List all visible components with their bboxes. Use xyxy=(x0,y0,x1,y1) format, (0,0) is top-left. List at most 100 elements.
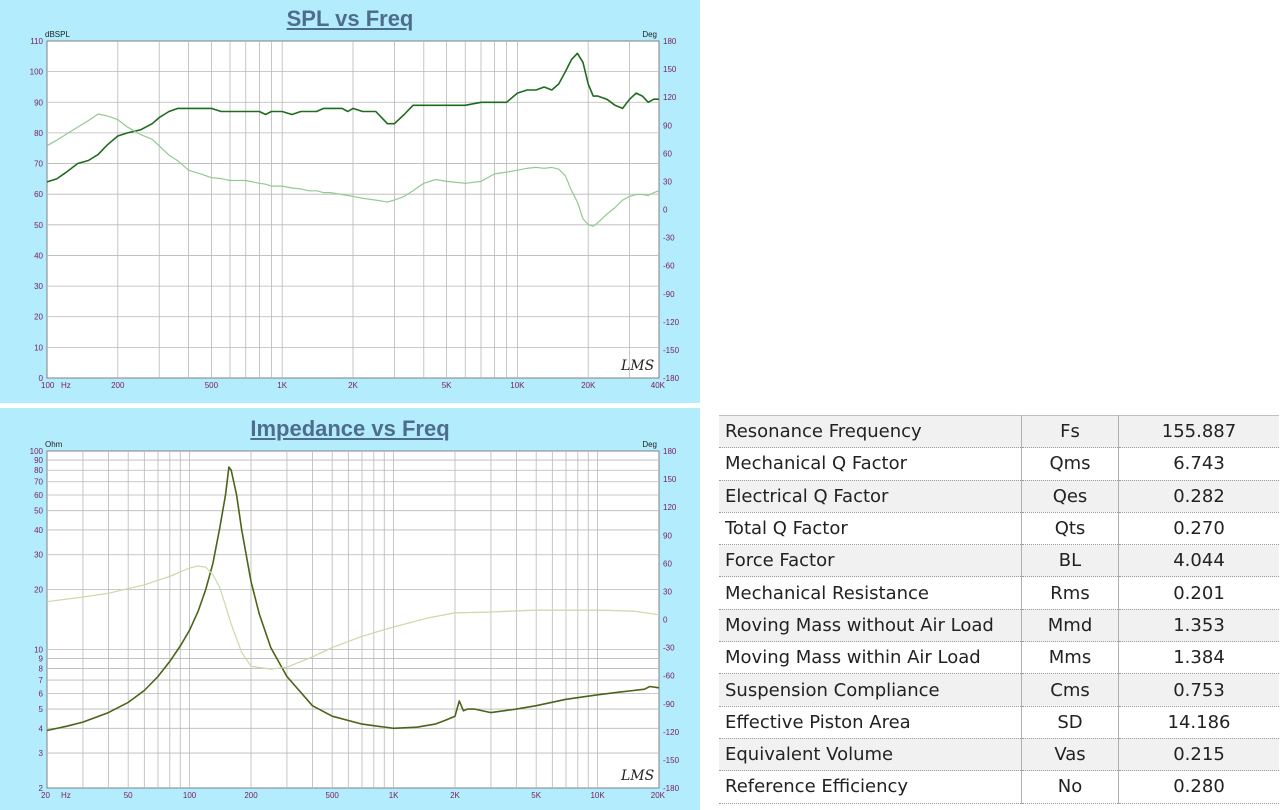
param-value: 0.282 xyxy=(1118,480,1279,513)
table-row: Reference Efficiency No 0.280 xyxy=(719,770,1279,804)
param-symbol: BL xyxy=(1021,544,1119,578)
x-tick-label: 100 xyxy=(41,381,55,390)
x-tick-label: 50 xyxy=(124,791,133,800)
table-row: Equivalent Volume Vas 0.215 xyxy=(719,738,1279,772)
param-symbol: No xyxy=(1021,770,1119,804)
param-value: 1.353 xyxy=(1118,609,1279,643)
param-name: Suspension Compliance xyxy=(719,673,1022,707)
y-tick-label: 50 xyxy=(34,221,43,230)
y-tick-label: 9 xyxy=(39,654,44,663)
param-value: 6.743 xyxy=(1118,447,1279,481)
x-tick-label: 10K xyxy=(590,791,605,800)
y2-tick-label: 0 xyxy=(663,616,668,625)
y2-tick-label: 30 xyxy=(663,587,672,596)
y2-tick-label: 60 xyxy=(663,149,672,158)
y-tick-label: 10 xyxy=(34,343,43,352)
x-tick-label: 200 xyxy=(244,791,258,800)
param-name: Mechanical Resistance xyxy=(719,576,1022,610)
lms-logo: LMS xyxy=(620,358,654,374)
y2-tick-label: 60 xyxy=(663,559,672,568)
y-tick-label: 4 xyxy=(39,724,44,733)
x-unit-label: Hz xyxy=(61,381,71,390)
param-symbol: Rms xyxy=(1021,576,1119,610)
y2-tick-label: -120 xyxy=(663,728,680,737)
y2-unit-label: Deg xyxy=(642,30,657,39)
y-tick-label: 30 xyxy=(34,282,43,291)
param-name: Equivalent Volume xyxy=(719,738,1022,772)
x-tick-label: 1K xyxy=(277,381,287,390)
param-name: Resonance Frequency xyxy=(719,414,1022,449)
y-tick-label: 0 xyxy=(39,374,44,383)
table-row: Total Q Factor Qts 0.270 xyxy=(719,512,1279,546)
x-tick-label: 5K xyxy=(531,791,541,800)
y2-tick-label: 150 xyxy=(663,65,677,74)
y-tick-label: 80 xyxy=(34,129,43,138)
y-tick-label: 90 xyxy=(34,98,43,107)
x-tick-label: 500 xyxy=(205,381,219,390)
y2-tick-label: -30 xyxy=(663,234,675,243)
plot-area xyxy=(46,450,660,789)
y-tick-label: 20 xyxy=(34,586,43,595)
y-tick-label: 5 xyxy=(39,705,44,714)
y-tick-label: 60 xyxy=(34,491,43,500)
y2-tick-label: -150 xyxy=(663,756,680,765)
x-tick-label: 40K xyxy=(651,381,666,390)
table-row: Effective Piston Area SD 14.186 xyxy=(719,706,1279,739)
y2-tick-label: 90 xyxy=(663,121,672,130)
param-symbol: Mms xyxy=(1021,641,1119,675)
y-unit-label: dBSPL xyxy=(45,30,70,39)
param-value: 0.215 xyxy=(1118,738,1279,772)
y2-tick-label: 30 xyxy=(663,177,672,186)
y-tick-label: 8 xyxy=(39,665,44,674)
x-tick-label: 20K xyxy=(581,381,596,390)
param-symbol: Cms xyxy=(1021,673,1119,707)
param-symbol: Mmd xyxy=(1021,609,1119,643)
param-value: 1.384 xyxy=(1118,641,1279,675)
impedance-chart: 23456789102030405060708090100-180-150-12… xyxy=(30,440,680,800)
y2-tick-label: 90 xyxy=(663,531,672,540)
y2-tick-label: 0 xyxy=(663,206,668,215)
y-tick-label: 3 xyxy=(39,749,44,758)
x-tick-label: 200 xyxy=(111,381,125,390)
y-tick-label: 60 xyxy=(34,190,43,199)
param-value: 4.044 xyxy=(1118,544,1279,578)
param-symbol: Qms xyxy=(1021,447,1119,481)
x-tick-label: 2K xyxy=(450,791,460,800)
y-tick-label: 2 xyxy=(39,784,44,793)
param-name: Effective Piston Area xyxy=(719,706,1022,739)
y-tick-label: 6 xyxy=(39,689,44,698)
param-value: 155.887 xyxy=(1118,414,1279,449)
y-tick-label: 50 xyxy=(34,507,43,516)
impedance-chart-panel: Impedance vs Freq 2 3 4 5 6 7 8 9 10 20 30 40 50 60 70… xyxy=(0,408,700,810)
y2-tick-label: 120 xyxy=(663,503,677,512)
x-tick-label: 500 xyxy=(326,791,340,800)
x-tick-label: 5K xyxy=(442,381,452,390)
y2-tick-label: -150 xyxy=(663,346,680,355)
y2-tick-label: -60 xyxy=(663,672,675,681)
y-tick-label: 80 xyxy=(34,466,43,475)
y-unit-label: Ohm xyxy=(45,440,63,449)
x-unit-label: Hz xyxy=(61,791,71,800)
param-symbol: SD xyxy=(1021,706,1119,739)
y2-tick-label: -30 xyxy=(663,644,675,653)
table-row: Moving Mass without Air Load Mmd 1.353 xyxy=(719,609,1279,643)
param-name: Mechanical Q Factor xyxy=(719,447,1022,481)
y2-unit-label: Deg xyxy=(642,440,657,449)
y-tick-label: 40 xyxy=(34,526,43,535)
table-row: Mechanical Q Factor Qms 6.743 xyxy=(719,447,1279,481)
series-line-0 xyxy=(46,52,659,183)
param-symbol: Qes xyxy=(1021,480,1119,513)
param-symbol: Qts xyxy=(1021,512,1119,546)
y2-tick-label: -180 xyxy=(663,784,680,793)
param-name: Reference Efficiency xyxy=(719,770,1022,804)
y2-tick-label: -180 xyxy=(663,374,680,383)
y2-tick-label: 180 xyxy=(663,447,677,456)
x-tick-label: 10K xyxy=(510,381,525,390)
spl-chart: 0 10 20 30 40 50 60 70 80 90 100 110 -180 -150 -120 -90… xyxy=(30,30,680,390)
x-tick-label: 20K xyxy=(651,791,666,800)
param-value: 0.753 xyxy=(1118,673,1279,707)
y-tick-label: 40 xyxy=(34,251,43,260)
lms-logo: LMS xyxy=(620,768,654,784)
x-tick-label: 2K xyxy=(348,381,358,390)
y-tick-label: 20 xyxy=(34,313,43,322)
